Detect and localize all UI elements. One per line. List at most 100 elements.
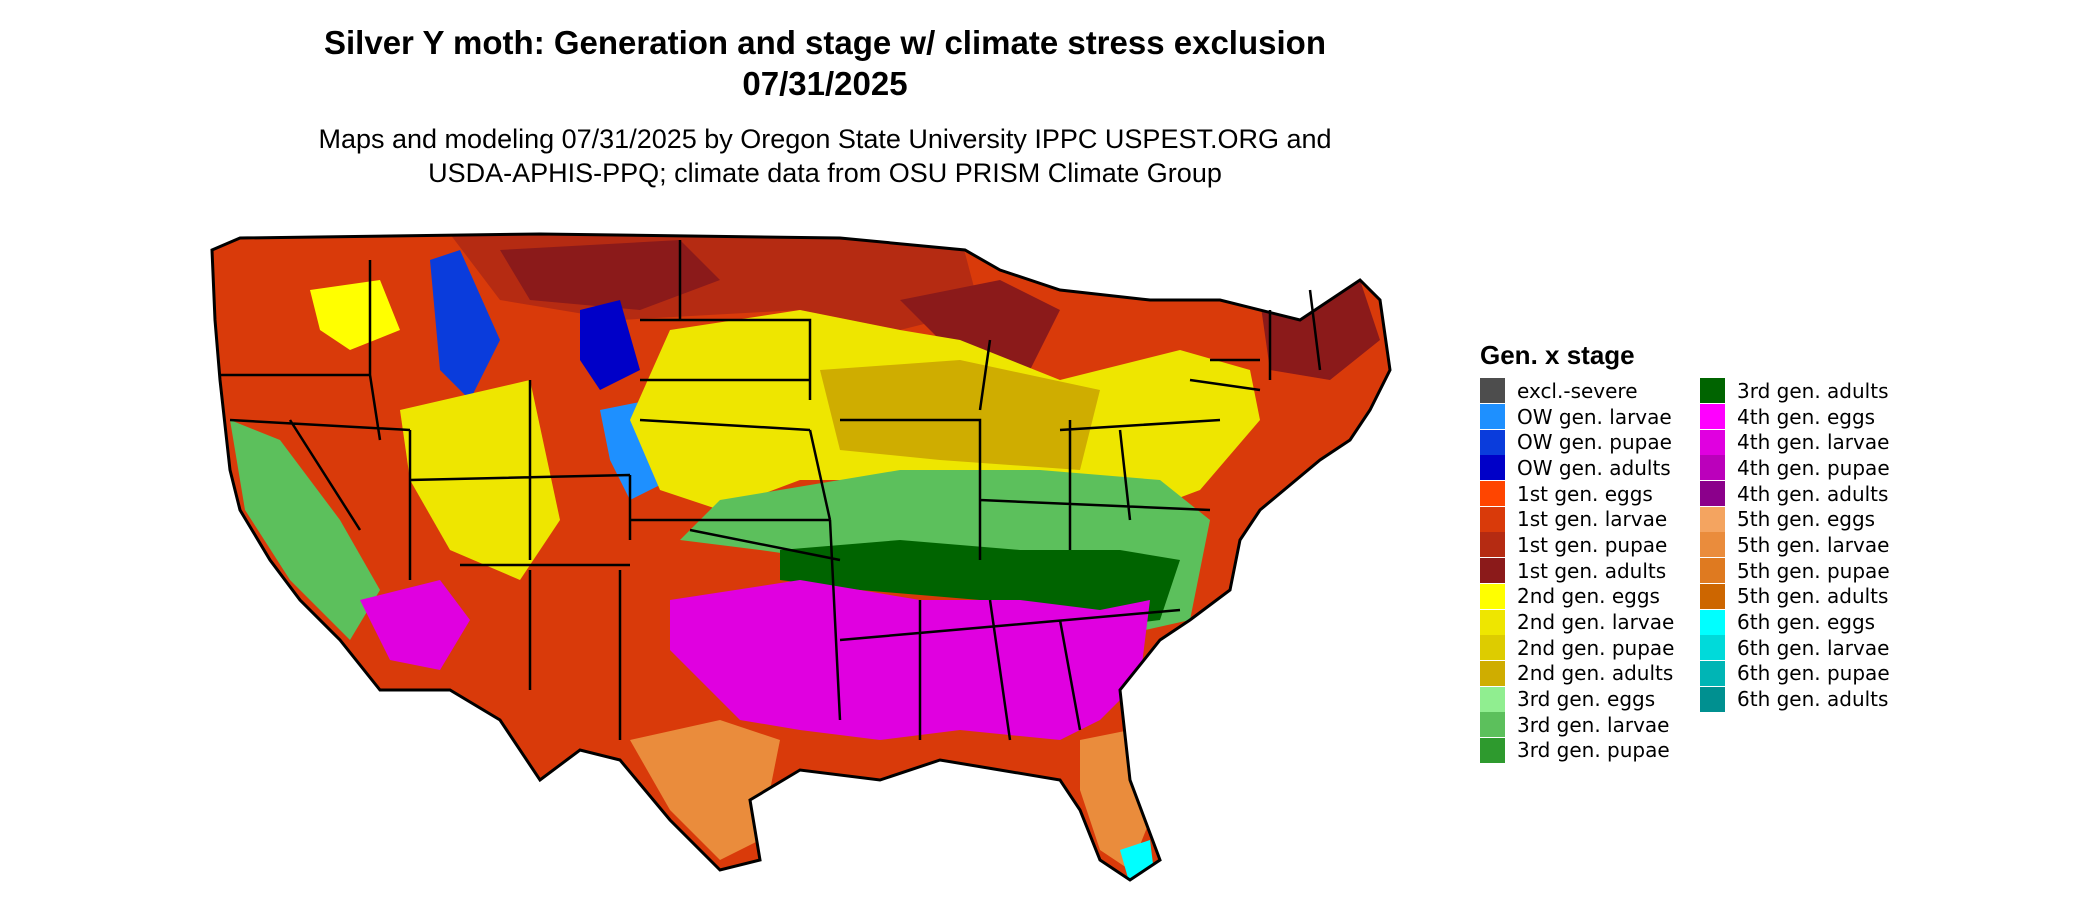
- legend-label: 3rd gen. adults: [1737, 378, 1889, 403]
- legend-item: 5th gen. eggs: [1700, 506, 1960, 532]
- legend-swatch: [1480, 737, 1505, 763]
- region-2nd-gen-adults-midwest: [820, 360, 1100, 470]
- region-2nd-gen-eggs-idaho: [310, 280, 400, 350]
- legend-column-2: 3rd gen. adults 4th gen. eggs 4th gen. lar…: [1700, 378, 1960, 763]
- legend-item: 2nd gen. larvae: [1480, 609, 1700, 635]
- legend-swatch: [1480, 506, 1505, 532]
- legend-item: 2nd gen. eggs: [1480, 583, 1700, 610]
- map-subtitle: Maps and modeling 07/31/2025 by Oregon S…: [180, 122, 1470, 190]
- legend-label: 6th gen. pupae: [1737, 661, 1890, 686]
- legend-item: 5th gen. adults: [1700, 583, 1960, 610]
- legend-item: OW gen. pupae: [1480, 429, 1700, 455]
- legend-item: 6th gen. larvae: [1700, 635, 1960, 661]
- legend-label: 4th gen. pupae: [1737, 455, 1890, 480]
- legend-item: 2nd gen. adults: [1480, 660, 1700, 687]
- legend-item: 5th gen. pupae: [1700, 558, 1960, 584]
- legend-swatch: [1700, 455, 1725, 481]
- legend-label: 6th gen. larvae: [1737, 635, 1890, 660]
- legend-swatch: [1480, 532, 1505, 558]
- legend-label: 3rd gen. pupae: [1517, 738, 1670, 763]
- state-boundaries: [210, 232, 1392, 882]
- legend-label: 4th gen. eggs: [1737, 404, 1876, 429]
- legend-item: 3rd gen. larvae: [1480, 712, 1700, 738]
- legend-item: 1st gen. eggs: [1480, 481, 1700, 507]
- legend-swatch: [1480, 429, 1505, 455]
- region-ow-gen-pupae-rockies-north: [430, 250, 500, 400]
- legend-item: 6th gen. eggs: [1700, 609, 1960, 635]
- legend-swatch: [1700, 506, 1725, 532]
- legend-label: OW gen. adults: [1517, 455, 1671, 480]
- legend-swatch: [1480, 378, 1505, 404]
- legend-swatch: [1700, 378, 1725, 404]
- region-1st-gen-adults-montana: [500, 240, 720, 310]
- legend-label: 1st gen. adults: [1517, 558, 1667, 583]
- legend-swatch: [1480, 609, 1505, 635]
- legend-label: 4th gen. larvae: [1737, 430, 1890, 455]
- legend-label: 2nd gen. eggs: [1517, 584, 1660, 609]
- region-1st-gen-adults-great-lakes: [900, 280, 1060, 370]
- legend-swatch: [1700, 532, 1725, 558]
- legend-label: 3rd gen. larvae: [1517, 712, 1670, 737]
- legend-swatch: [1700, 558, 1725, 584]
- legend-label: OW gen. pupae: [1517, 430, 1672, 455]
- legend-item: 1st gen. larvae: [1480, 506, 1700, 532]
- legend-swatch: [1700, 635, 1725, 661]
- legend-item: 4th gen. eggs: [1700, 404, 1960, 430]
- legend-swatch: [1480, 660, 1505, 686]
- legend-swatch: [1700, 686, 1725, 712]
- legend-label: 4th gen. adults: [1737, 481, 1889, 506]
- region-ow-gen-adults-wyoming: [580, 300, 640, 390]
- legend-item: 1st gen. adults: [1480, 558, 1700, 584]
- legend-item: 4th gen. pupae: [1700, 455, 1960, 481]
- us-map: [210, 232, 1392, 882]
- legend-item: excl.-severe: [1480, 378, 1700, 404]
- legend-item: 4th gen. larvae: [1700, 429, 1960, 455]
- region-4th-gen-larvae-arizona: [360, 580, 470, 670]
- map-title: Silver Y moth: Generation and stage w/ c…: [180, 22, 1470, 104]
- us-outline: [210, 232, 1392, 882]
- legend-column-1: excl.-severe OW gen. larvae OW gen. pupae O…: [1480, 378, 1700, 763]
- legend-item: 3rd gen. eggs: [1480, 686, 1700, 712]
- legend-title: Gen. x stage: [1480, 340, 1635, 370]
- boundary-lines: [220, 240, 1322, 741]
- legend-label: 2nd gen. adults: [1517, 661, 1674, 686]
- map-title-date: 07/31/2025: [742, 65, 908, 102]
- legend-swatch: [1700, 583, 1725, 609]
- legend-swatch: [1700, 404, 1725, 430]
- map-title-line1: Silver Y moth: Generation and stage w/ c…: [324, 24, 1326, 61]
- legend-item: 5th gen. larvae: [1700, 532, 1960, 558]
- legend-label: excl.-severe: [1517, 378, 1638, 403]
- legend-swatch: [1480, 455, 1505, 481]
- legend-swatch: [1700, 660, 1725, 686]
- region-5th-gen-larvae-texas: [630, 720, 780, 860]
- region-4th-gen-larvae-gulf: [670, 580, 1150, 740]
- legend-item: OW gen. larvae: [1480, 404, 1700, 430]
- legend-swatch: [1480, 404, 1505, 430]
- legend-item: 6th gen. pupae: [1700, 660, 1960, 687]
- region-3rd-gen-larvae-california: [230, 420, 380, 640]
- legend-swatch: [1480, 583, 1505, 609]
- legend-label: 5th gen. larvae: [1737, 532, 1890, 557]
- legend-swatch: [1700, 429, 1725, 455]
- legend-swatch: [1700, 609, 1725, 635]
- legend-label: 1st gen. larvae: [1517, 507, 1668, 532]
- legend-item: 6th gen. adults: [1700, 686, 1960, 712]
- legend-swatch: [1480, 635, 1505, 661]
- map-subtitle-line2: USDA-APHIS-PPQ; climate data from OSU PR…: [428, 158, 1222, 188]
- legend-swatch: [1480, 558, 1505, 584]
- legend-label: 2nd gen. pupae: [1517, 635, 1675, 660]
- legend-label: 5th gen. pupae: [1737, 558, 1890, 583]
- legend-swatch: [1480, 686, 1505, 712]
- legend-item: OW gen. adults: [1480, 455, 1700, 481]
- legend-swatch: [1700, 481, 1725, 507]
- legend-label: 5th gen. eggs: [1737, 507, 1876, 532]
- legend-item: 2nd gen. pupae: [1480, 635, 1700, 661]
- legend-label: 6th gen. eggs: [1737, 610, 1876, 635]
- legend-swatch: [1480, 712, 1505, 738]
- legend-label: 2nd gen. larvae: [1517, 610, 1675, 635]
- region-2nd-gen-larvae-great-basin: [400, 380, 560, 580]
- legend-label: 1st gen. eggs: [1517, 481, 1653, 506]
- legend-label: 1st gen. pupae: [1517, 532, 1668, 557]
- map-subtitle-line1: Maps and modeling 07/31/2025 by Oregon S…: [318, 124, 1332, 154]
- legend-item: 3rd gen. pupae: [1480, 737, 1700, 764]
